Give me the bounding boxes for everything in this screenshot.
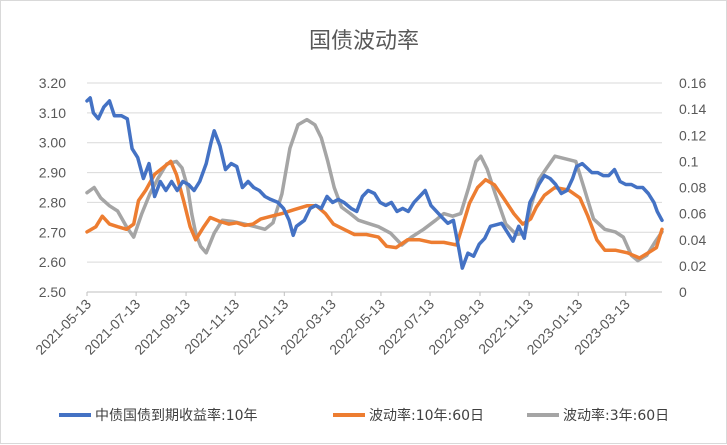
gridlines (87, 82, 662, 293)
y-left-tick-label: 3.00 (39, 135, 66, 151)
series-line-1 (85, 159, 664, 260)
series-line-0 (85, 96, 664, 270)
y-right-tick-label: 0.08 (679, 180, 706, 196)
y-left-tick-label: 3.10 (39, 105, 66, 121)
legend-label-1: 波动率:10年:60日 (369, 407, 484, 424)
series-line-2 (85, 117, 664, 263)
y-right-tick-label: 0.16 (679, 75, 706, 91)
y-left-tick-label: 2.80 (39, 194, 66, 210)
x-axis: 2021-05-132021-07-132021-09-132021-11-13… (32, 292, 633, 358)
y-right-tick-label: 0.1 (679, 153, 699, 169)
series-layer (85, 96, 664, 270)
y-left-tick-label: 2.60 (39, 254, 66, 270)
chart-title: 国债波动率 (309, 29, 419, 54)
y-left-tick-label: 2.50 (39, 284, 66, 300)
y-right-tick-label: 0.12 (679, 127, 706, 143)
y-right-tick-label: 0.04 (679, 232, 706, 248)
legend: 中债国债到期收益率:10年 波动率:10年:60日 波动率:3年:60日 (59, 407, 669, 424)
y-right-tick-label: 0 (679, 284, 687, 300)
y-left-tick-label: 3.20 (39, 75, 66, 91)
y-left-tick-label: 2.90 (39, 165, 66, 181)
legend-label-2: 波动率:3年:60日 (563, 407, 669, 424)
y-left-tick-label: 2.70 (39, 224, 66, 240)
y-right-tick-label: 0.14 (679, 101, 706, 117)
y-right-tick-label: 0.02 (679, 258, 706, 274)
y-axis-left: 2.50 2.60 2.70 2.80 2.90 3.00 3.10 3.20 (39, 75, 66, 300)
legend-label-0: 中债国债到期收益率:10年 (95, 407, 258, 424)
y-axis-right: 0 0.02 0.04 0.06 0.08 0.1 0.12 0.14 0.16 (679, 75, 706, 300)
y-right-tick-label: 0.06 (679, 206, 706, 222)
